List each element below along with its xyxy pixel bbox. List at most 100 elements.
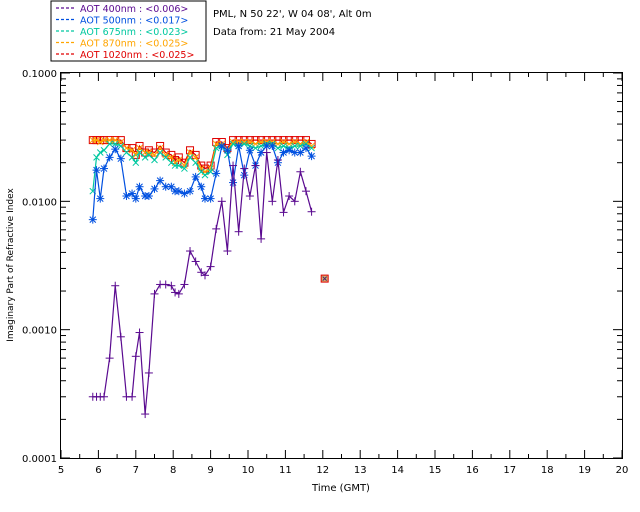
data-point: [150, 184, 159, 193]
data-point: [200, 271, 209, 280]
x-tick-label: 20: [616, 465, 629, 476]
data-point: [131, 194, 140, 203]
x-axis-label: Time (GMT): [311, 483, 370, 494]
data-point: [136, 149, 143, 156]
data-point: [100, 392, 109, 401]
data-point: [96, 194, 105, 203]
y-tick-label: 0.1000: [22, 69, 57, 80]
data-point: [128, 392, 137, 401]
data-point: [93, 154, 100, 161]
data-point: [296, 167, 305, 176]
data-point: [257, 234, 266, 243]
data-point: [167, 159, 175, 167]
data-point: [141, 154, 149, 161]
series-layer: [88, 136, 329, 419]
data-point: [174, 153, 183, 162]
data-point: [273, 155, 282, 164]
data-point: [279, 208, 288, 217]
data-point: [245, 192, 254, 201]
data-point: [145, 151, 153, 159]
legend-item: AOT 400nm : <0.006>: [56, 4, 188, 15]
data-point: [132, 159, 140, 167]
data-point: [156, 149, 164, 156]
data-point: [167, 154, 175, 161]
data-point: [174, 289, 183, 298]
series-group: [88, 148, 316, 419]
data-point: [186, 247, 195, 256]
x-tick-label: 13: [354, 465, 367, 476]
data-point: [223, 146, 232, 155]
data-point: [145, 149, 153, 156]
legend-item: AOT 1020nm : <0.025>: [56, 50, 194, 61]
legend-item: AOT 675nm : <0.023>: [56, 27, 188, 38]
data-point: [212, 224, 221, 233]
data-point: [156, 176, 165, 185]
data-point: [206, 194, 215, 203]
data-point: [223, 247, 232, 256]
data-point: [291, 142, 299, 150]
data-point: [167, 182, 176, 191]
data-point: [111, 140, 119, 148]
x-tick-label: 10: [242, 465, 255, 476]
data-point: [257, 148, 266, 157]
x-tick-label: 17: [503, 465, 516, 476]
data-point: [290, 148, 299, 157]
data-point: [128, 154, 136, 161]
legend-label: AOT 1020nm : <0.025>: [80, 50, 194, 61]
data-point: [156, 141, 165, 150]
data-point: [192, 154, 199, 161]
data-point: [186, 187, 195, 196]
y-tick-label: 0.0100: [22, 197, 57, 208]
data-point: [229, 161, 238, 170]
data-point: [96, 149, 104, 156]
x-tick-label: 5: [58, 465, 64, 476]
series-group: [88, 141, 316, 224]
data-point: [105, 354, 114, 363]
data-point: [197, 182, 206, 191]
data-point: [175, 162, 183, 169]
data-point: [180, 280, 189, 289]
data-point: [191, 172, 200, 181]
data-point: [217, 197, 226, 206]
data-point: [268, 141, 277, 150]
x-tick-label: 12: [316, 465, 329, 476]
data-point: [144, 146, 153, 155]
data-point: [135, 328, 144, 337]
data-point: [234, 227, 243, 236]
legend-item: AOT 500nm : <0.017>: [56, 16, 188, 27]
data-point: [181, 165, 188, 172]
data-point: [279, 136, 288, 145]
data-point: [117, 142, 125, 150]
date-label: Data from: 21 May 2004: [213, 27, 335, 38]
x-tick-label: 14: [391, 465, 404, 476]
data-point: [186, 149, 194, 156]
x-tick-label: 8: [170, 465, 176, 476]
data-point: [93, 136, 100, 144]
data-point: [135, 182, 144, 191]
data-point: [162, 151, 170, 159]
data-point: [151, 156, 158, 164]
data-point: [116, 136, 125, 145]
data-point: [290, 197, 299, 206]
data-point: [123, 149, 130, 156]
data-point: [301, 187, 310, 196]
data-point: [191, 257, 200, 266]
data-point: [307, 152, 316, 161]
legend-items: AOT 400nm : <0.006>AOT 500nm : <0.017>AO…: [56, 4, 194, 61]
legend-label: AOT 500nm : <0.017>: [80, 16, 188, 27]
data-point: [186, 154, 194, 161]
legend-box: [50, 0, 207, 62]
data-point: [290, 136, 299, 145]
legend-label: AOT 675nm : <0.023>: [80, 27, 188, 38]
data-point: [302, 138, 310, 146]
isolated-point: [320, 274, 329, 283]
data-point: [285, 192, 294, 201]
legend-item: AOT 870nm : <0.025>: [56, 39, 188, 50]
data-point: [161, 280, 170, 289]
x-tick-label: 11: [279, 465, 292, 476]
data-point: [229, 178, 238, 187]
data-point: [296, 148, 305, 157]
x-tick-label: 7: [133, 465, 139, 476]
data-point: [301, 144, 310, 153]
x-tick-label: 9: [207, 465, 213, 476]
